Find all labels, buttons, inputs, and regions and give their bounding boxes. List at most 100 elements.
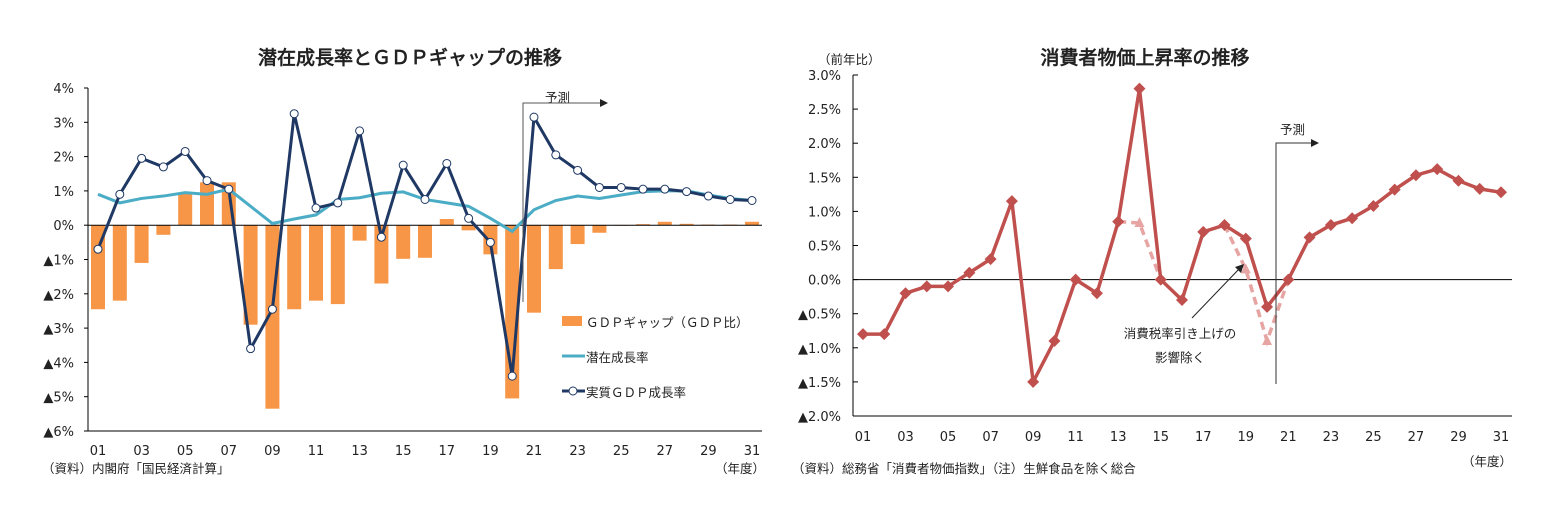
- real-gdp-point: [420, 194, 430, 204]
- cpi-point: [1431, 163, 1444, 176]
- cpi-point: [942, 280, 955, 293]
- x-tick-label: 17: [439, 444, 456, 459]
- gap-bar: [439, 219, 454, 226]
- y-tick-label: 3%: [53, 116, 74, 131]
- real-gdp-point: [551, 150, 561, 160]
- y-tick-label: 2.5%: [808, 103, 841, 118]
- right-y-unit: （前年比）: [818, 52, 881, 67]
- y-tick-label: 2.0%: [808, 137, 841, 152]
- real-gdp-point: [507, 371, 517, 381]
- left-chart-title: 潜在成長率とＧＤＰギャップの推移: [258, 46, 562, 69]
- cpi-point: [1112, 215, 1125, 228]
- cpi-point: [1346, 212, 1359, 225]
- cpi-point: [1133, 82, 1146, 95]
- real-gdp-point: [747, 196, 757, 206]
- y-tick-label: 1.0%: [808, 205, 841, 220]
- real-gdp-point: [464, 213, 474, 223]
- y-tick-label: ▲3%: [43, 322, 74, 337]
- real-gdp-point: [93, 244, 103, 254]
- real-gdp-point: [289, 109, 299, 119]
- cpi-point: [857, 328, 869, 341]
- gap-bar: [527, 225, 541, 313]
- real-gdp-point: [638, 184, 648, 194]
- gap-bar: [134, 225, 149, 263]
- x-tick-label: 07: [982, 430, 999, 445]
- right-forecast-label: 予測: [1280, 122, 1305, 137]
- x-tick-label: 13: [351, 444, 368, 459]
- cpi-point: [1261, 300, 1274, 313]
- x-tick-label: 19: [1238, 430, 1255, 445]
- x-tick-label: 19: [482, 444, 499, 459]
- real-gdp-point: [660, 184, 670, 194]
- cpi-point: [963, 266, 976, 279]
- x-tick-label: 03: [133, 444, 150, 459]
- real-gdp-point: [180, 146, 190, 156]
- x-tick-label: 07: [221, 444, 238, 459]
- x-tick-label: 01: [90, 444, 107, 459]
- y-tick-label: 1%: [53, 185, 74, 200]
- x-tick-label: 01: [855, 430, 872, 445]
- y-tick-label: ▲1%: [43, 254, 74, 269]
- real-gdp-point: [442, 158, 452, 168]
- real-gdp-point: [573, 165, 583, 175]
- cpi-point: [1218, 219, 1231, 232]
- gap-bar: [636, 224, 650, 226]
- gap-bar: [548, 225, 563, 270]
- x-tick-label: 05: [177, 444, 194, 459]
- cpi-point: [1303, 231, 1316, 244]
- real-gdp-point: [703, 191, 713, 201]
- real-gdp-point: [398, 160, 408, 170]
- x-tick-label: 27: [1408, 430, 1425, 445]
- real-gdp-point: [376, 232, 386, 242]
- y-tick-label: ▲5%: [43, 391, 74, 406]
- gap-bar: [352, 225, 367, 241]
- x-tick-label: 23: [1323, 430, 1340, 445]
- left-forecast-label: 予測: [545, 90, 570, 105]
- cpi-ex-tax-marker: [1262, 334, 1273, 345]
- y-tick-label: 0.5%: [808, 240, 841, 255]
- cpi-point: [1090, 287, 1103, 300]
- y-tick-label: ▲2.0%: [798, 410, 841, 425]
- x-tick-label: 21: [526, 444, 543, 459]
- cpi-point: [1197, 225, 1210, 238]
- real-gdp-point: [311, 203, 321, 213]
- x-tick-label: 21: [1280, 430, 1297, 445]
- cpi-point: [1388, 183, 1401, 196]
- right-source: （資料）総務省「消費者物価指数」（注）生鮮食品を除く総合: [792, 461, 1136, 476]
- real-gdp-point: [355, 126, 365, 136]
- real-gdp-point: [485, 237, 495, 247]
- cpi-point: [1176, 294, 1188, 307]
- cpi-ex-tax-line: [1222, 224, 1290, 347]
- real-gdp-point: [202, 176, 212, 186]
- forecast-line: [1275, 142, 1312, 384]
- x-tick-label: 11: [308, 444, 325, 459]
- gap-bar: [330, 225, 345, 305]
- cpi-point: [1282, 273, 1295, 286]
- gap-bar: [461, 225, 476, 231]
- cpi-ex-tax-marker: [1134, 216, 1145, 227]
- gap-bar: [570, 225, 585, 245]
- y-tick-label: 3.0%: [808, 69, 841, 84]
- real-gdp-point: [725, 194, 735, 204]
- gap-bar: [418, 225, 432, 258]
- x-tick-label: 25: [613, 444, 630, 459]
- real-gdp-point: [224, 184, 234, 194]
- legend-label-real: 実質ＧＤＰ成長率: [586, 385, 686, 400]
- y-tick-label: ▲1.0%: [798, 342, 841, 357]
- annotation-arrow-icon: [1235, 264, 1244, 273]
- x-tick-label: 15: [1152, 430, 1169, 445]
- y-tick-label: ▲4%: [43, 356, 74, 371]
- legend-marker-real: [568, 386, 578, 396]
- gap-bar: [200, 182, 214, 226]
- x-tick-label: 31: [744, 444, 761, 459]
- x-tick-label: 13: [1110, 430, 1127, 445]
- cpi-point: [1069, 273, 1082, 286]
- y-tick-label: 1.5%: [808, 171, 841, 186]
- right-chart-title: 消費者物価上昇率の推移: [1040, 46, 1249, 69]
- cpi-point: [1409, 169, 1422, 182]
- gap-bar: [657, 221, 672, 226]
- real-gdp-point: [158, 162, 168, 172]
- x-tick-label: 25: [1365, 430, 1382, 445]
- y-tick-label: 2%: [53, 151, 74, 166]
